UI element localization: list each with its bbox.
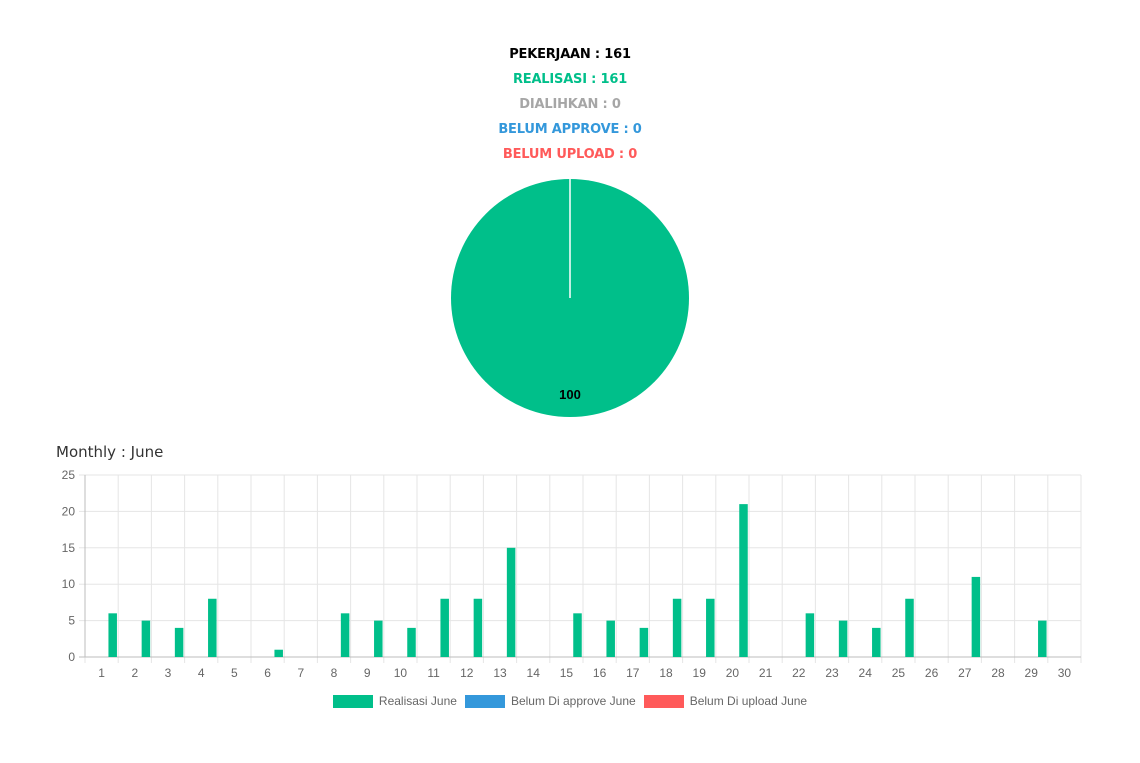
x-tick-label: 25 [892,666,906,680]
summary-belum-approve: BELUM APPROVE : 0 [498,122,642,137]
bar[interactable] [838,620,848,657]
bar-chart-title: Monthly : June [56,443,164,461]
x-tick-label: 15 [560,666,574,680]
x-tick-label: 22 [792,666,806,680]
x-tick-label: 4 [198,666,205,680]
x-tick-label: 10 [394,666,408,680]
pie-chart: 100 [451,179,689,417]
summary-realisasi: REALISASI : 161 [512,72,628,87]
x-tick-label: 29 [1025,666,1039,680]
x-tick-label: 14 [527,666,541,680]
bar[interactable] [905,598,914,657]
legend-swatch-realisasi [332,694,373,708]
legend-label-belum-approve: Belum Di approve June [510,694,636,708]
x-tick-label: 7 [297,666,304,680]
bar[interactable] [573,613,582,657]
summary-belum-upload: BELUM UPLOAD : 0 [502,147,638,162]
x-tick-label: 13 [493,666,507,680]
x-tick-label: 2 [131,666,138,680]
bar[interactable] [606,620,615,657]
x-tick-label: 27 [958,666,972,680]
bar[interactable] [506,547,516,657]
bar[interactable] [971,576,981,657]
bar[interactable] [208,598,217,657]
x-tick-label: 8 [331,666,338,680]
y-tick-label: 20 [62,504,76,518]
bar[interactable] [340,613,350,657]
y-tick-label: 10 [62,577,76,591]
x-tick-label: 26 [925,666,939,680]
summary-panel: PEKERJAAN : 161 REALISASI : 161 DIALIHKA… [0,42,1140,167]
bar[interactable] [374,620,383,657]
bar[interactable] [274,649,283,657]
x-tick-label: 3 [165,666,172,680]
x-tick-label: 28 [991,666,1005,680]
bar-legend: Realisasi June Belum Di approve June Bel… [0,694,1140,708]
legend-label-belum-upload: Belum Di upload June [689,694,808,708]
summary-pekerjaan: PEKERJAAN : 161 [509,47,631,62]
x-tick-label: 1 [98,666,105,680]
legend-item-belum-upload[interactable]: Belum Di upload June [643,694,808,708]
bar[interactable] [407,627,416,657]
legend-item-realisasi[interactable]: Realisasi June [332,694,457,708]
bar[interactable] [440,598,449,657]
bar[interactable] [739,504,748,657]
bar[interactable] [174,627,184,657]
legend-item-belum-approve[interactable]: Belum Di approve June [464,694,636,708]
bar[interactable] [108,613,117,657]
y-tick-label: 0 [68,650,75,664]
legend-swatch-belum-upload [643,694,684,708]
x-tick-label: 21 [759,666,773,680]
bar[interactable] [872,627,881,657]
x-tick-label: 20 [726,666,740,680]
x-tick-label: 6 [264,666,271,680]
y-tick-label: 25 [62,468,76,482]
pie-data-label: 100 [559,387,581,402]
x-tick-label: 19 [693,666,707,680]
bar[interactable] [639,627,649,657]
x-tick-label: 5 [231,666,238,680]
x-tick-label: 12 [460,666,474,680]
bar[interactable] [473,598,483,657]
legend-label-realisasi: Realisasi June [378,694,457,708]
bar[interactable] [672,598,682,657]
x-tick-label: 11 [427,666,440,680]
bar[interactable] [141,620,151,657]
x-tick-label: 17 [626,666,640,680]
bar[interactable] [805,613,815,657]
bar[interactable] [706,598,715,657]
y-tick-label: 15 [62,541,76,555]
bar[interactable] [1038,620,1047,657]
legend-swatch-belum-approve [464,694,505,708]
x-tick-label: 23 [825,666,839,680]
x-tick-label: 9 [364,666,371,680]
x-tick-label: 18 [659,666,673,680]
y-tick-label: 5 [68,614,75,628]
x-tick-label: 24 [859,666,873,680]
summary-dialihkan: DIALIHKAN : 0 [519,97,621,112]
x-tick-label: 16 [593,666,607,680]
x-tick-label: 30 [1058,666,1072,680]
